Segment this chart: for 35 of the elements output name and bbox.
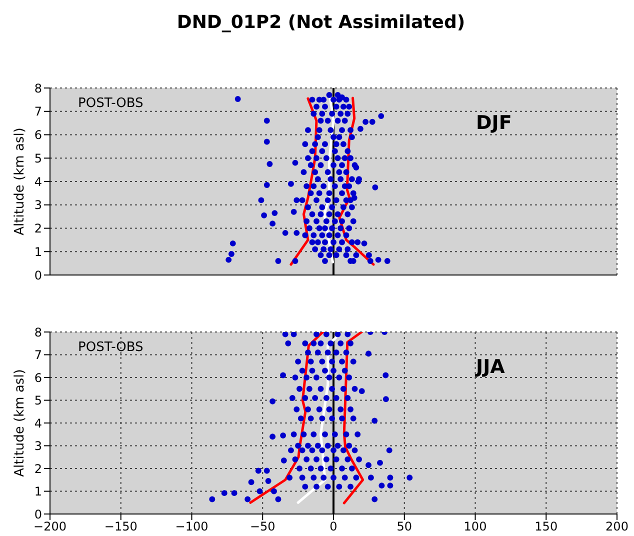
y-tick-label: 8: [34, 325, 42, 340]
annotation: POST-OBS: [78, 96, 144, 111]
y-axis-title: Altitude (km asl): [12, 369, 28, 477]
x-tick-label: 150: [534, 520, 558, 534]
line-series: [290, 97, 318, 266]
y-tick-label: 7: [34, 104, 42, 119]
y-tick-label: 8: [34, 81, 42, 96]
y-tick-label: 0: [34, 268, 42, 282]
x-tick-label: 200: [606, 520, 628, 534]
x-tick-label: 0: [330, 520, 338, 534]
y-tick-label: 3: [34, 198, 42, 212]
y-tick-label: 5: [34, 394, 42, 408]
y-tick-label: 4: [34, 416, 42, 430]
y-tick-label: 5: [34, 151, 42, 166]
x-tick-label: −50: [250, 520, 276, 534]
y-tick-label: 6: [34, 370, 42, 385]
y-tick-label: 4: [34, 174, 42, 189]
y-tick-label: 3: [34, 439, 42, 454]
y-tick-label: 7: [34, 348, 42, 362]
y-axis-title: Altitude (km asl): [12, 128, 28, 236]
x-tick-label: −150: [104, 520, 138, 534]
y-tick-label: 2: [34, 222, 42, 236]
x-tick-label: 50: [396, 520, 412, 534]
x-tick-label: −100: [175, 520, 208, 534]
y-tick-label: 0: [34, 507, 42, 522]
y-tick-label: 6: [34, 128, 42, 142]
y-tick-label: 1: [34, 484, 42, 499]
annotation: JJA: [476, 356, 505, 378]
annotation: POST-OBS: [78, 340, 144, 355]
y-tick-label: 1: [34, 244, 42, 259]
chart-title: DND_01P2 (Not Assimilated): [176, 11, 466, 35]
x-tick-label: 100: [464, 520, 487, 534]
x-tick-label: −200: [34, 520, 66, 534]
annotation: DJF: [476, 112, 512, 134]
y-tick-label: 2: [34, 462, 42, 476]
